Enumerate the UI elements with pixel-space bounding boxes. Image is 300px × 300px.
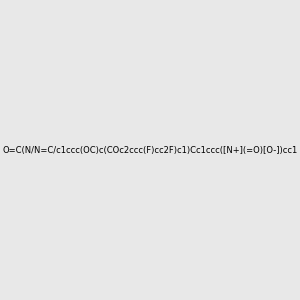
Text: O=C(N/N=C/c1ccc(OC)c(COc2ccc(F)cc2F)c1)Cc1ccc([N+](=O)[O-])cc1: O=C(N/N=C/c1ccc(OC)c(COc2ccc(F)cc2F)c1)C… <box>2 146 298 154</box>
